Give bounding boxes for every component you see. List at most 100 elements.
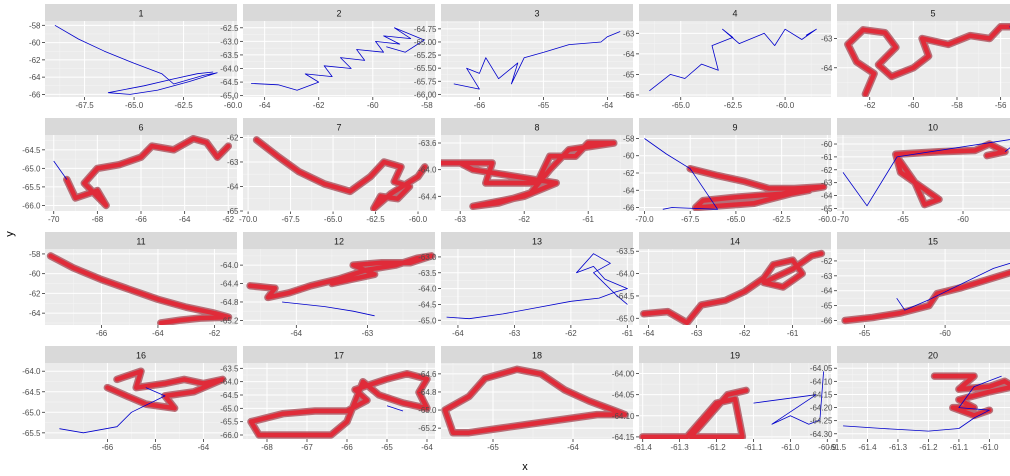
facet-strip-label: 10 bbox=[928, 123, 938, 133]
track-thick bbox=[845, 24, 1010, 97]
y-tick-label: -65.0 bbox=[22, 164, 41, 173]
x-tick-label: -61.3 bbox=[670, 443, 689, 452]
track-thick bbox=[48, 253, 231, 325]
y-tick-label: -64 bbox=[821, 192, 833, 201]
y-tick-label: -62 bbox=[227, 133, 239, 142]
panel-background bbox=[243, 135, 435, 211]
panel-data bbox=[251, 27, 425, 91]
y-tick-label: -64 bbox=[29, 309, 41, 318]
y-tick-label: -65.2 bbox=[220, 316, 239, 325]
y-axis-label: y bbox=[4, 231, 16, 237]
y-tick-label: -65.5 bbox=[22, 183, 41, 192]
x-tick-label: -60.9 bbox=[818, 443, 837, 452]
y-tick-label: -63 bbox=[821, 35, 833, 44]
y-tick-label: -62 bbox=[29, 289, 41, 298]
y-tick-label: -66 bbox=[623, 204, 635, 213]
x-tick-label: -65.0 bbox=[324, 215, 343, 224]
facet-strip-label: 9 bbox=[732, 123, 737, 133]
y-tick-label: -65.0 bbox=[220, 404, 239, 413]
track-thin bbox=[59, 387, 166, 434]
panel-data bbox=[649, 28, 817, 92]
y-tick-label: -61 bbox=[821, 153, 833, 162]
x-tick-label: -65 bbox=[487, 443, 499, 452]
track-thick bbox=[105, 368, 225, 411]
track-thick bbox=[64, 136, 231, 208]
facet-strip-label: 17 bbox=[334, 351, 344, 361]
facet-strip-label: 16 bbox=[136, 351, 146, 361]
panel-data bbox=[446, 253, 628, 320]
y-tick-label: -66.0 bbox=[220, 431, 239, 440]
facet-strip-label: 12 bbox=[334, 237, 344, 247]
y-tick-label: -64.5 bbox=[616, 292, 635, 301]
y-tick-label: -66 bbox=[29, 90, 41, 99]
x-tick-label: -64 bbox=[643, 329, 655, 338]
panel-background bbox=[639, 21, 831, 97]
x-tick-label: -62 bbox=[565, 329, 577, 338]
y-tick-label: -66 bbox=[623, 91, 635, 100]
panel-background bbox=[837, 249, 1010, 325]
facet-strip-label: 13 bbox=[532, 237, 542, 247]
y-tick-label: -64.5 bbox=[418, 300, 437, 309]
x-tick-label: -66 bbox=[474, 101, 486, 110]
y-tick-label: -65.0 bbox=[418, 406, 437, 415]
y-tick-label: -64.5 bbox=[220, 78, 239, 87]
x-tick-label: -70.0 bbox=[239, 215, 258, 224]
panel-data bbox=[54, 24, 218, 95]
track-thick bbox=[640, 388, 749, 439]
x-tick-label: -60.0 bbox=[409, 215, 428, 224]
y-tick-label: -64.6 bbox=[418, 370, 437, 379]
panel-data bbox=[843, 372, 1010, 432]
y-tick-label: -58 bbox=[623, 134, 635, 143]
facet-strip bbox=[45, 346, 237, 363]
panel-data bbox=[841, 262, 1010, 325]
x-tick-label: -62 bbox=[739, 329, 751, 338]
track-thick bbox=[441, 140, 617, 209]
x-tick-label: -62.5 bbox=[724, 101, 743, 110]
facet-panel: 5 -62 -60 -58 -56 -64 -63 bbox=[821, 4, 1010, 110]
panel-data bbox=[844, 23, 1010, 97]
facet-strip bbox=[837, 346, 1010, 363]
facet-strip-label: 19 bbox=[730, 351, 740, 361]
facet-strip-label: 1 bbox=[138, 9, 143, 19]
facet-strip bbox=[441, 4, 633, 21]
y-tick-label: -64.00 bbox=[612, 370, 635, 379]
track-thin bbox=[282, 301, 375, 317]
x-tick-label: -67.5 bbox=[681, 215, 700, 224]
y-tick-label: -63 bbox=[821, 179, 833, 188]
y-tick-label: -64.5 bbox=[220, 391, 239, 400]
x-tick-label: -64 bbox=[452, 329, 464, 338]
panel-data bbox=[639, 371, 824, 439]
x-tick-label: -64 bbox=[602, 101, 614, 110]
facet-strip-label: 11 bbox=[136, 237, 145, 247]
x-tick-label: -65 bbox=[897, 215, 909, 224]
y-tick-label: -64 bbox=[29, 73, 41, 82]
facet-panel: 18 -65 -64 -65.2 -65.0 -64.8 -64.6 bbox=[418, 346, 633, 452]
facet-strip-label: 3 bbox=[534, 9, 539, 19]
panel-data bbox=[640, 249, 826, 325]
x-tick-label: -60 bbox=[908, 101, 920, 110]
y-tick-label: -58 bbox=[29, 250, 41, 259]
x-tick-label: -64 bbox=[152, 329, 164, 338]
facet-strip bbox=[639, 118, 831, 135]
x-tick-label: -70 bbox=[48, 215, 60, 224]
facet-strip-label: 18 bbox=[532, 351, 542, 361]
y-tick-label: -63.5 bbox=[616, 247, 635, 256]
y-tick-label: -64.0 bbox=[220, 378, 239, 387]
facet-panel: 6 -70 -68 -66 -64 -62 -66.0 -65.5 -65.0 -64.5 bbox=[22, 118, 237, 224]
x-tick-label: -67.5 bbox=[75, 101, 94, 110]
x-tick-label: -61.1 bbox=[744, 443, 763, 452]
track-thick bbox=[248, 371, 430, 438]
track-thin bbox=[453, 31, 621, 90]
facet-strip-label: 4 bbox=[732, 9, 737, 19]
panel-data bbox=[441, 139, 618, 211]
facet-strip bbox=[441, 346, 633, 363]
y-tick-label: -64.0 bbox=[418, 285, 437, 294]
x-tick-label: -62.5 bbox=[773, 215, 792, 224]
facet-panel: 8 -63 -62 -61 -64.4 -64.0 -63.6 bbox=[418, 118, 633, 224]
facet-panel: 15-65-60-55-66-65-64-63-62 bbox=[821, 232, 1010, 338]
y-tick-label: -64.0 bbox=[22, 367, 41, 376]
track-thin bbox=[753, 371, 824, 425]
y-tick-label: -63 bbox=[227, 158, 239, 167]
track-thick bbox=[932, 373, 1010, 418]
track-thin bbox=[896, 262, 1010, 311]
